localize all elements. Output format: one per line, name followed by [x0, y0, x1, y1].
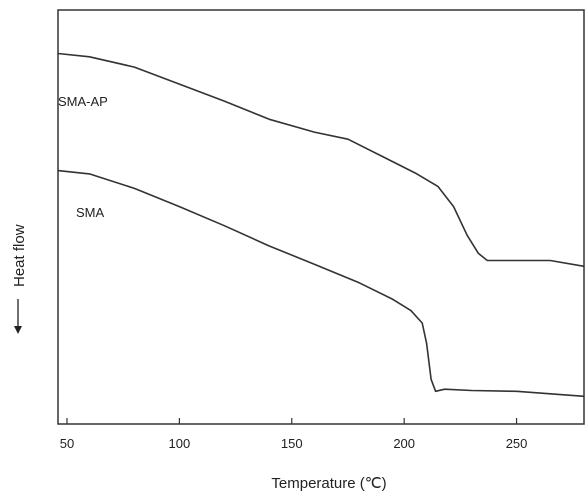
x-tick-label: 150: [281, 436, 303, 451]
series-line-sma-ap: [57, 52, 585, 268]
plot-frame: [57, 9, 585, 425]
y-axis-title-group: Heat flow: [11, 224, 28, 334]
x-axis-title: Temperature (℃): [271, 475, 386, 492]
y-axis-title: Heat flow: [11, 224, 28, 287]
series-label-sma: SMA: [76, 205, 105, 220]
series-label-sma-ap: SMA-AP: [58, 94, 108, 109]
x-tick-label: 100: [169, 436, 191, 451]
heat-flow-arrow-head-icon: [14, 326, 22, 334]
x-axis: 50 100 150 200 250: [60, 418, 528, 451]
series-lines: [57, 52, 585, 398]
x-tick-label: 50: [60, 436, 74, 451]
x-tick-label: 200: [393, 436, 415, 451]
x-tick-label: 250: [506, 436, 528, 451]
series-line-sma: [57, 169, 585, 398]
